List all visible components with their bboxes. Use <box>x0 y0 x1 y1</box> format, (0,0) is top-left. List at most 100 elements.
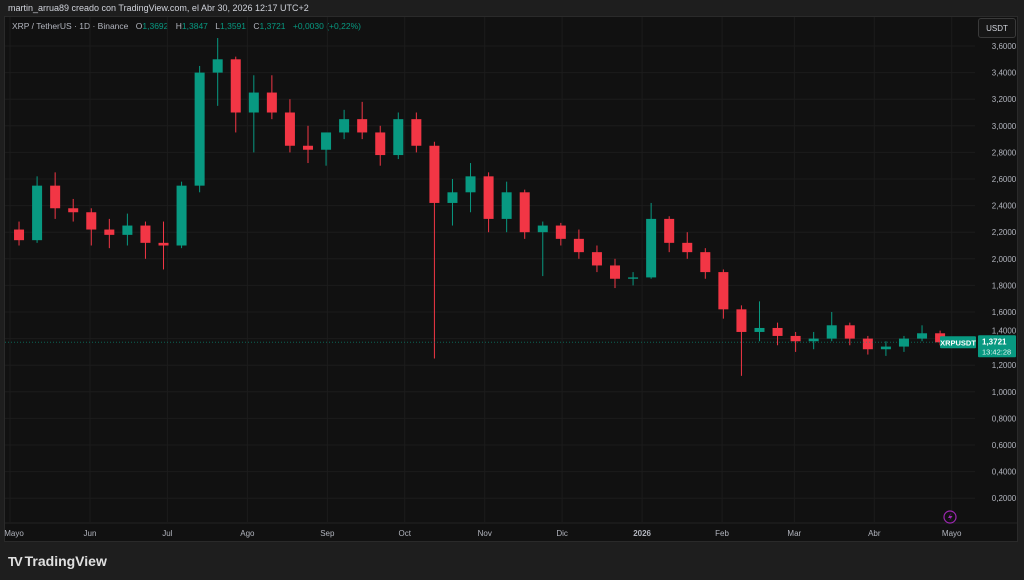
y-tick-label: 1,2000 <box>992 361 1017 370</box>
tradingview-logo-icon: TV <box>8 553 23 569</box>
x-tick-label: Feb <box>715 529 729 538</box>
x-tick-label: Mayo <box>4 529 24 538</box>
candle-body <box>393 119 404 156</box>
y-tick-label: 2,2000 <box>992 228 1017 237</box>
candle-body <box>700 252 711 273</box>
candle-body <box>573 238 584 253</box>
candle-body <box>158 242 169 246</box>
x-tick-label: Jun <box>84 529 97 538</box>
candle-body <box>754 327 765 332</box>
chart-panel[interactable] <box>4 16 1018 542</box>
x-tick-label: Mayo <box>942 529 962 538</box>
candle-body <box>357 119 368 133</box>
candle-body <box>790 335 801 342</box>
candle-body <box>519 192 530 233</box>
candle-body <box>339 119 350 133</box>
candle-body <box>718 272 729 310</box>
y-tick-label: 0,4000 <box>992 468 1017 477</box>
y-tick-label: 1,0000 <box>992 388 1017 397</box>
x-tick-label: Jul <box>162 529 172 538</box>
symbol-name[interactable]: XRP / TetherUS · 1D · Binance <box>12 21 129 31</box>
candle-body <box>230 59 241 113</box>
candle-body <box>465 176 476 193</box>
open-value: 1,3692 <box>142 21 169 31</box>
high-label: H <box>175 21 182 31</box>
candle-body <box>591 252 602 266</box>
candle-body <box>14 229 25 241</box>
candle-body <box>32 185 43 241</box>
y-tick-label: 3,2000 <box>992 95 1017 104</box>
y-tick-label: 2,8000 <box>992 148 1017 157</box>
last-price-tag-bg <box>978 335 1016 358</box>
lightning-icon[interactable] <box>943 510 957 524</box>
candle-body <box>880 346 891 350</box>
low-label: L <box>215 21 221 31</box>
candle-body <box>808 338 819 342</box>
candle-body <box>917 333 928 339</box>
candle-body <box>321 132 332 150</box>
x-tick-label: Dic <box>556 529 568 538</box>
candle-body <box>284 112 295 146</box>
candle-body <box>862 338 873 350</box>
x-tick-label: Oct <box>399 529 412 538</box>
low-value: 1,3591 <box>220 21 247 31</box>
close-label: C <box>253 21 260 31</box>
candle-body <box>537 225 548 233</box>
candle-body <box>447 192 458 203</box>
candle-body <box>68 208 79 213</box>
candle-body <box>411 119 422 146</box>
candle-body <box>104 229 115 235</box>
lightning-icon-glyph <box>948 513 953 521</box>
countdown-label: 13:42:28 <box>982 347 1011 356</box>
candle-body <box>194 72 205 186</box>
y-tick-label: 0,8000 <box>992 414 1017 423</box>
candle-body <box>646 218 657 278</box>
candle-body <box>248 92 259 113</box>
candle-body <box>86 212 97 230</box>
candle-body <box>50 185 61 209</box>
symbol-tag-bg <box>940 336 976 349</box>
candle-body <box>212 59 223 73</box>
candle-body <box>140 225 151 243</box>
candle-body <box>772 327 783 336</box>
candle-body <box>176 185 187 246</box>
candle-body <box>826 325 837 339</box>
candle-body <box>302 145 313 150</box>
y-tick-label: 2,4000 <box>992 202 1017 211</box>
tradingview-logo[interactable]: TV TradingView <box>8 553 107 569</box>
x-tick-label: Ago <box>240 529 255 538</box>
x-tick-label: Abr <box>868 529 881 538</box>
y-tick-label: 3,6000 <box>992 42 1017 51</box>
candle-body <box>375 132 386 156</box>
candle-body <box>898 338 909 347</box>
currency-button[interactable]: USDT <box>978 18 1016 38</box>
candle-body <box>628 277 639 279</box>
y-tick-label: 1,6000 <box>992 308 1017 317</box>
logo-text: TradingView <box>24 553 107 569</box>
candle-body <box>429 145 440 203</box>
candle-body <box>736 309 747 332</box>
candle-body <box>266 92 277 113</box>
y-tick-label: 0,6000 <box>992 441 1017 450</box>
candle-body <box>682 242 693 253</box>
high-value: 1,3847 <box>181 21 208 31</box>
y-tick-label: 2,0000 <box>992 255 1017 264</box>
y-tick-label: 1,8000 <box>992 281 1017 290</box>
y-tick-label: 3,4000 <box>992 69 1017 78</box>
close-value: 1,3721 <box>259 21 286 31</box>
x-tick-label: Sep <box>320 529 335 538</box>
candle-body <box>483 176 494 219</box>
open-label: O <box>135 21 143 31</box>
y-tick-label: 1,4000 <box>992 326 1017 335</box>
last-price-label: 1,3721 <box>982 337 1007 346</box>
y-tick-label: 2,6000 <box>992 175 1017 184</box>
symbol-tag: XRPUSDT <box>940 338 976 347</box>
candle-body <box>610 265 621 279</box>
chart-attribution: martin_arrua89 creado con TradingView.co… <box>8 3 309 13</box>
candle-body <box>122 225 133 235</box>
y-tick-label: 0,2000 <box>992 494 1017 503</box>
candle-body <box>501 192 512 219</box>
x-tick-label: Nov <box>478 529 492 538</box>
x-tick-label: 2026 <box>633 529 651 538</box>
